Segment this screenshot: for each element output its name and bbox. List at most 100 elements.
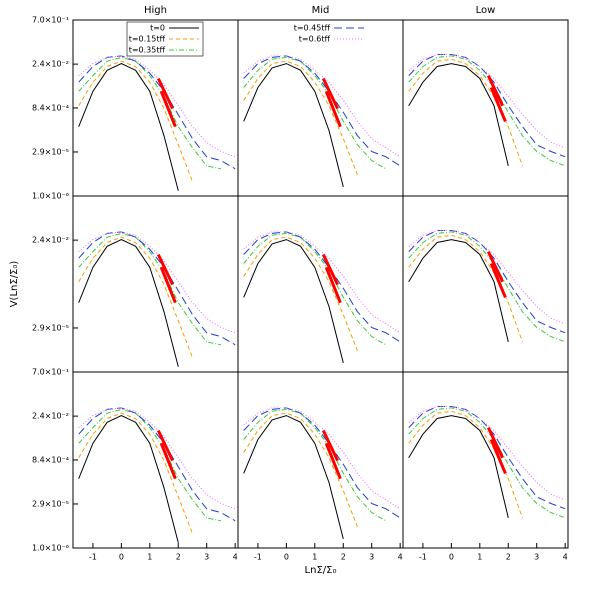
y-tick-label: 2.4×10⁻² — [32, 60, 69, 69]
legend-label: t=0 — [150, 24, 165, 33]
series-line — [243, 236, 358, 352]
series-line — [243, 55, 401, 167]
series-line — [243, 239, 344, 364]
series-line — [243, 231, 401, 334]
y-tick-label: 8.4×10⁻⁴ — [32, 103, 69, 112]
y-tick-label: 7.0×10⁻¹ — [32, 368, 69, 377]
series-line — [408, 63, 509, 167]
x-tick-label: 2 — [176, 553, 181, 562]
series-line — [408, 55, 566, 167]
series-line — [243, 412, 358, 528]
series-line — [78, 408, 222, 522]
x-tick-label: 4 — [233, 553, 238, 562]
x-axis-label: LnΣ/Σ₀ — [305, 565, 337, 576]
panel-title: Mid — [312, 5, 330, 16]
series-line — [78, 236, 193, 358]
series-line — [408, 54, 566, 158]
series-line — [78, 407, 236, 510]
x-tick-label: -1 — [419, 553, 427, 562]
series-line — [78, 55, 236, 170]
series-line — [408, 407, 566, 519]
fit-line — [159, 90, 177, 128]
series-line — [78, 56, 222, 170]
series-line — [78, 415, 179, 543]
fit-line — [321, 253, 339, 286]
y-axis-label: V(LnΣ/Σ₀) — [9, 261, 20, 308]
series-line — [408, 54, 566, 149]
x-tick-label: -1 — [89, 553, 97, 562]
fit-line — [159, 442, 177, 480]
legend-label: t=0.6tff — [299, 35, 331, 44]
legend-label: t=0.15tff — [129, 35, 166, 44]
fit-line — [486, 426, 504, 459]
series-line — [408, 239, 509, 343]
y-tick-label: 2.9×10⁻⁵ — [32, 499, 69, 508]
series-line — [243, 408, 387, 522]
x-tick-label: 1 — [477, 553, 482, 562]
fit-line — [486, 250, 504, 283]
series-line — [408, 58, 523, 167]
x-tick-label: 0 — [119, 553, 124, 562]
legend-box — [126, 21, 204, 57]
fit-line — [156, 429, 174, 462]
fit-line — [324, 442, 342, 480]
series-line — [243, 55, 401, 158]
series-line — [408, 415, 509, 519]
fit-line — [159, 266, 177, 304]
series-line — [243, 232, 387, 346]
series-line — [243, 63, 344, 188]
y-tick-label: 7.0×10⁻¹ — [32, 16, 69, 25]
fit-line — [489, 438, 507, 474]
panel-frame — [402, 19, 569, 197]
panel-frame — [402, 371, 569, 549]
y-tick-label: 2.9×10⁻⁵ — [32, 323, 69, 332]
series-line — [243, 56, 387, 170]
series-line — [243, 231, 401, 343]
fit-line — [489, 86, 507, 122]
series-line — [408, 234, 523, 343]
fit-line — [486, 74, 504, 107]
legend-label: t=0.45tff — [294, 24, 331, 33]
series-line — [408, 231, 566, 343]
legend-label: t=0.35tff — [129, 46, 166, 55]
x-tick-label: 3 — [204, 553, 209, 562]
panel-title: High — [144, 5, 167, 16]
fit-line — [489, 262, 507, 298]
series-line — [78, 239, 179, 367]
x-tick-label: 0 — [284, 553, 289, 562]
y-tick-label: 1.0×10⁻⁶ — [32, 544, 69, 553]
x-tick-label: 0 — [449, 553, 454, 562]
series-line — [243, 407, 401, 519]
series-line — [408, 406, 566, 501]
fit-line — [324, 90, 342, 128]
series-line — [78, 231, 236, 346]
series-line — [243, 407, 401, 510]
x-tick-label: 2 — [506, 553, 511, 562]
series-line — [243, 60, 358, 176]
series-line — [408, 230, 566, 325]
panel-frame — [402, 195, 569, 373]
y-tick-label: 1.0×10⁻⁶ — [32, 192, 69, 201]
y-tick-label: 2.9×10⁻⁵ — [32, 147, 69, 156]
series-line — [408, 230, 566, 334]
panel-title: Low — [476, 5, 496, 16]
y-tick-label: 2.4×10⁻² — [32, 412, 69, 421]
fit-line — [156, 77, 174, 110]
x-tick-label: 1 — [147, 553, 152, 562]
series-line — [78, 412, 193, 534]
series-line — [78, 407, 236, 522]
fit-line — [156, 253, 174, 286]
x-tick-label: 3 — [369, 553, 374, 562]
x-tick-label: 1 — [312, 553, 317, 562]
fit-line — [324, 266, 342, 304]
series-line — [243, 415, 344, 540]
series-line — [408, 406, 566, 510]
y-tick-label: 2.4×10⁻² — [32, 236, 69, 245]
fit-line — [321, 429, 339, 462]
series-line — [78, 60, 193, 182]
x-tick-label: 2 — [341, 553, 346, 562]
x-tick-label: 4 — [563, 553, 568, 562]
series-line — [78, 231, 236, 334]
x-tick-label: 3 — [534, 553, 539, 562]
